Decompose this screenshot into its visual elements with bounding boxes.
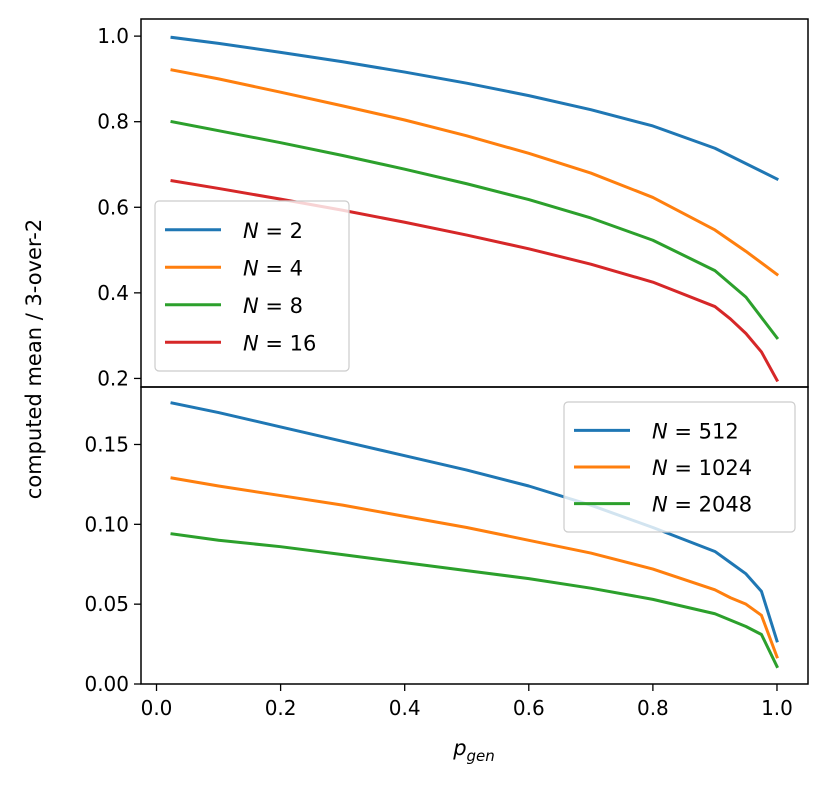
y-tick-label: 0.6 (97, 195, 129, 219)
x-tick-label: 0.0 (141, 696, 173, 720)
legend-value: = 2 (259, 219, 303, 243)
x-tick-label: 0.2 (265, 696, 297, 720)
bottom-panel: 0.00 0.05 0.10 0.15 0.0 0.2 0.4 0.6 0.8 1.0 N = 51… (84, 386, 809, 720)
legend-value: = 2048 (668, 493, 752, 517)
y-tick-label: 0.4 (97, 281, 129, 305)
x-tick-label: 0.8 (637, 696, 669, 720)
y-tick-label: 0.2 (97, 366, 129, 390)
x-tick-label: 1.0 (761, 696, 793, 720)
legend-var: N (243, 256, 259, 280)
legend-value: = 16 (259, 331, 317, 355)
legend: N = 2N = 4N = 8N = 16 (154, 200, 350, 372)
x-axis-label-sub: gen (467, 747, 495, 765)
legend-label: N = 8 (243, 294, 303, 318)
legend-label: N = 2 (243, 219, 303, 243)
x-tick-label: 0.6 (513, 696, 545, 720)
legend-label: N = 4 (243, 256, 303, 280)
legend-label: N = 16 (243, 331, 316, 355)
legend-value: = 4 (259, 256, 303, 280)
legend-value: = 1024 (668, 456, 752, 480)
x-tick-label: 0.4 (389, 696, 421, 720)
plot-frame (140, 386, 809, 685)
legend-var: N (243, 294, 259, 318)
y-tick-label: 0.00 (84, 672, 129, 696)
series-line-n1024 (170, 476, 779, 659)
series-line-n8 (170, 119, 780, 340)
legend-var: N (243, 219, 259, 243)
legend-value: = 8 (259, 294, 303, 318)
legend-label: N = 2048 (652, 493, 752, 517)
x-axis-label: pgen (452, 736, 495, 765)
legend-box (563, 401, 796, 533)
top-panel: 0.20.40.60.81.0N = 2N = 4N = 8N = 16 (97, 18, 809, 390)
series-line-n4 (170, 68, 780, 277)
y-tick-label: 0.15 (84, 432, 129, 456)
legend-var: N (652, 493, 668, 517)
y-tick-label: 0.10 (84, 512, 129, 536)
x-axis-label-group: pgen (452, 736, 495, 765)
legend-var: N (652, 419, 668, 443)
series-line-n2 (170, 35, 779, 182)
legend-value: = 512 (668, 419, 739, 443)
series-line-n2048 (170, 532, 779, 669)
y-axis-label: computed mean / 3-over-2 (22, 219, 46, 499)
legend-label: N = 1024 (652, 456, 752, 480)
legend-var: N (243, 331, 259, 355)
legend-label: N = 512 (652, 419, 739, 443)
legend-box (154, 200, 350, 372)
y-tick-label: 0.8 (97, 110, 129, 134)
series-line-n512 (170, 401, 779, 643)
legend-var: N (652, 456, 668, 480)
x-axis-label-base: p (452, 736, 466, 760)
y-tick-label: 0.05 (84, 592, 129, 616)
y-tick-label: 1.0 (97, 24, 129, 48)
